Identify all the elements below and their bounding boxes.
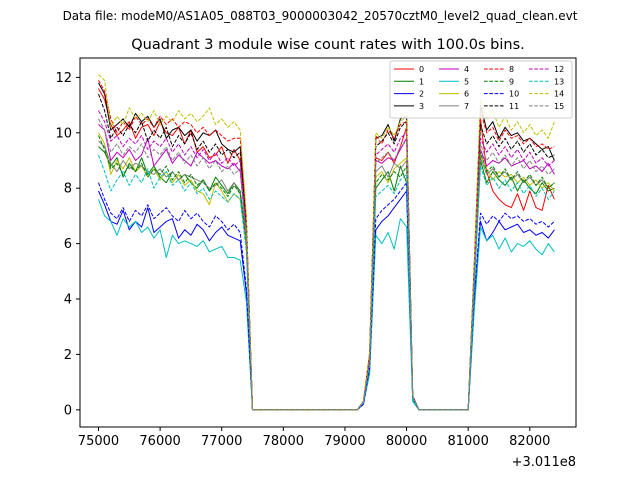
axes-layer: 75000 76000 77000 78000 79000 80000 81000 82000… <box>55 71 550 449</box>
x-tick-label: 81000 <box>447 434 488 449</box>
y-tick-label: 0 <box>64 403 72 418</box>
legend-label-12: 12 <box>554 65 564 74</box>
x-tick-label: 79000 <box>324 434 365 449</box>
y-tick-label: 6 <box>64 237 72 252</box>
y-tick-label: 8 <box>64 182 72 197</box>
series-line-13 <box>98 154 555 411</box>
y-tick-label: 2 <box>64 348 72 363</box>
legend-label-2: 2 <box>419 90 424 99</box>
legend-label-6: 6 <box>464 90 469 99</box>
legend-label-15: 15 <box>554 102 564 111</box>
figure-suptitle: Data file: modeM0/AS1A05_088T03_90000030… <box>63 9 578 23</box>
plot-frame <box>79 57 577 428</box>
legend-label-5: 5 <box>464 77 469 86</box>
x-offset-label: +3.011e8 <box>512 455 576 470</box>
legend-label-9: 9 <box>509 77 514 86</box>
legend-label-10: 10 <box>509 90 519 99</box>
x-tick-label: 76000 <box>139 434 180 449</box>
legend-label-14: 14 <box>554 90 564 99</box>
series-line-15 <box>98 118 555 411</box>
legend-label-7: 7 <box>464 102 469 111</box>
chart-title: Quadrant 3 module wise count rates with … <box>131 37 525 53</box>
series-layer <box>98 74 555 411</box>
y-tick-label: 10 <box>55 126 72 141</box>
legend-label-8: 8 <box>509 65 514 74</box>
x-tick-label: 77000 <box>201 434 242 449</box>
x-tick-label: 80000 <box>386 434 427 449</box>
x-tick-label: 75000 <box>78 434 119 449</box>
legend-label-4: 4 <box>464 65 469 74</box>
legend-label-0: 0 <box>419 65 424 74</box>
x-tick-label: 78000 <box>263 434 304 449</box>
legend-label-3: 3 <box>419 102 424 111</box>
legend-label-1: 1 <box>419 77 424 86</box>
legend-label-11: 11 <box>509 102 519 111</box>
y-tick-label: 4 <box>64 293 72 308</box>
legend-label-13: 13 <box>554 77 564 86</box>
legend-box <box>389 60 573 119</box>
series-line-8 <box>98 79 555 411</box>
y-tick-label: 12 <box>55 71 72 86</box>
x-tick-label: 82000 <box>509 434 550 449</box>
